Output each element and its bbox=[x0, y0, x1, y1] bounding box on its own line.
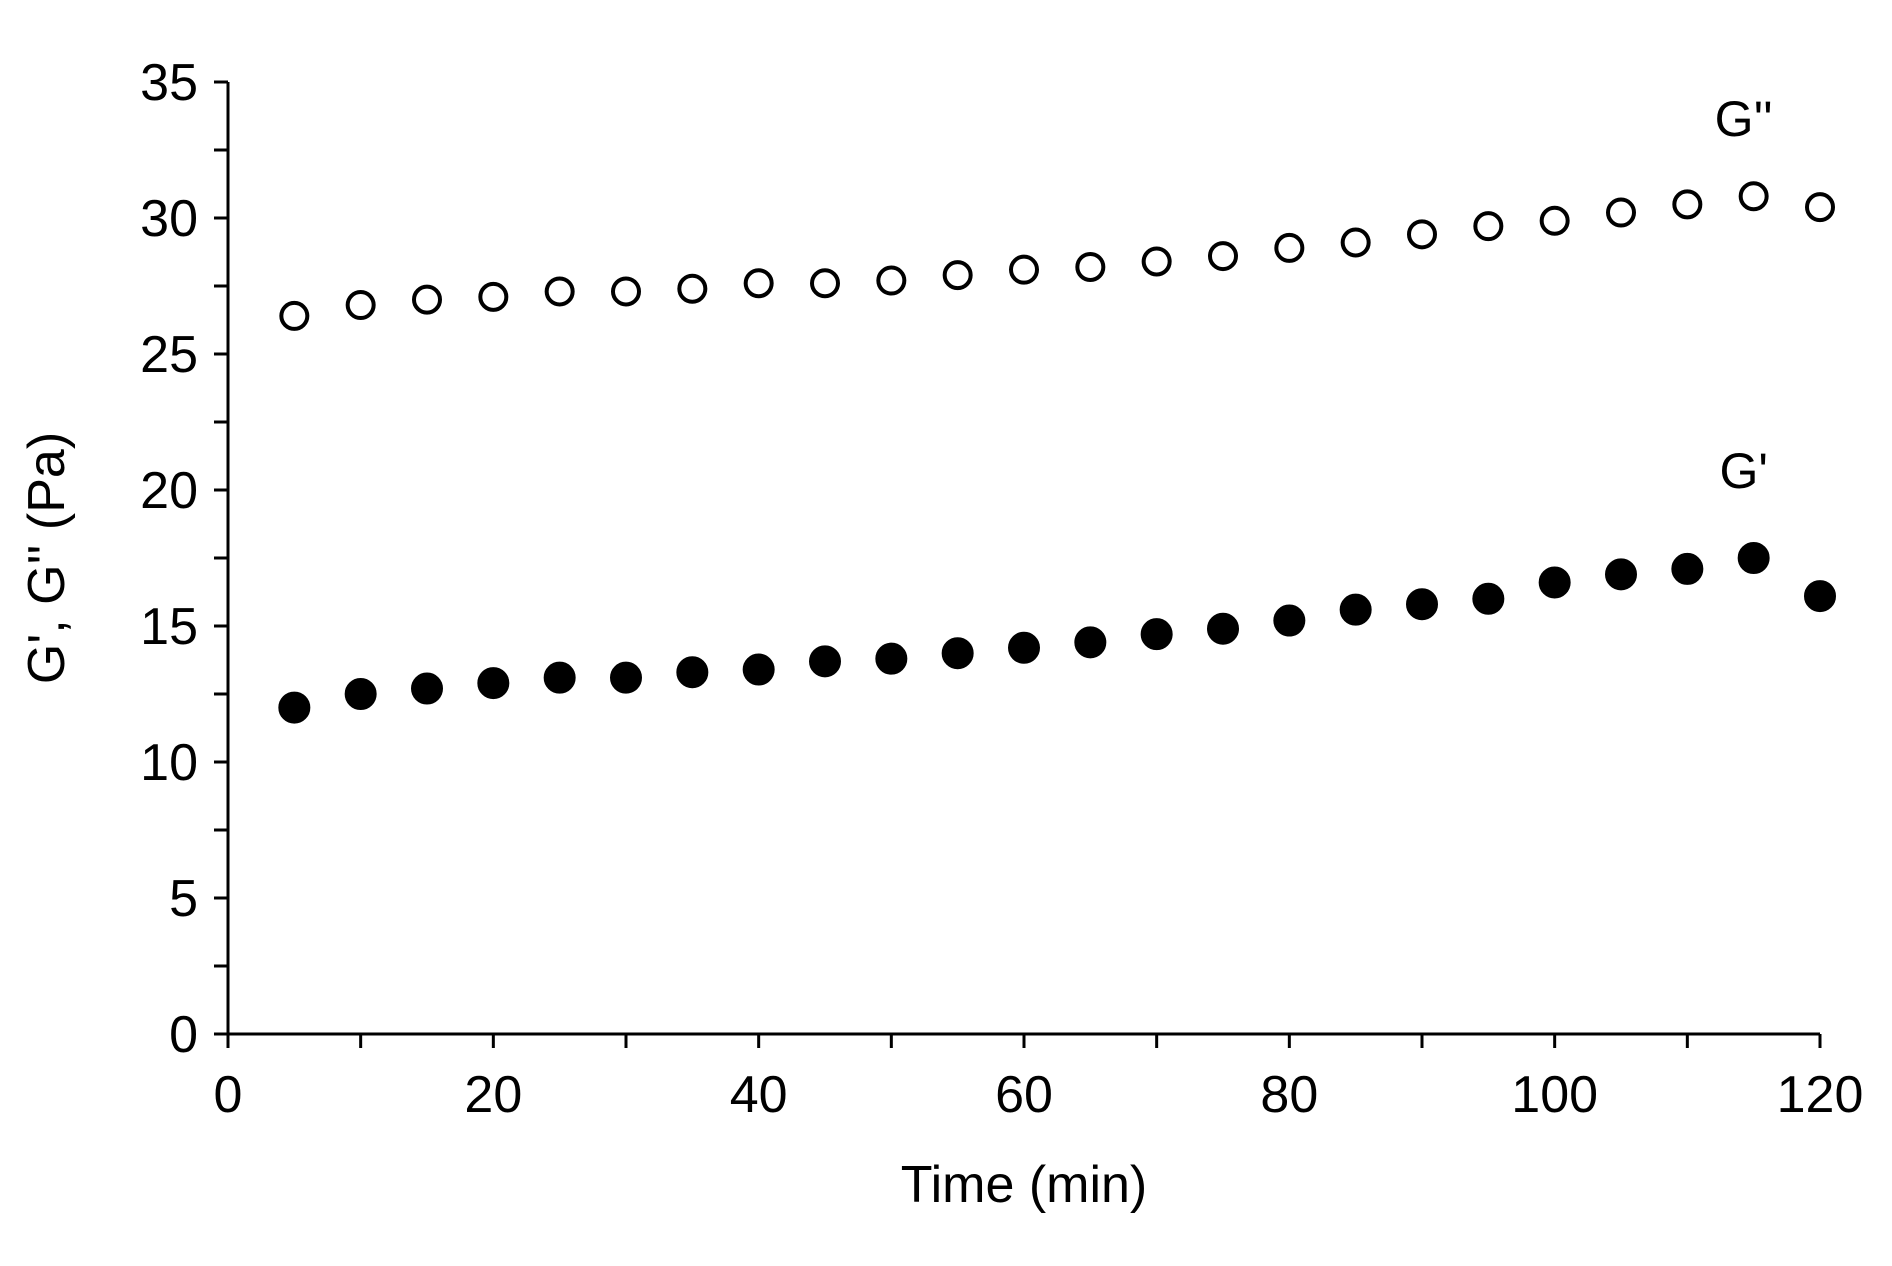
y-tick-label: 15 bbox=[140, 598, 198, 656]
data-point-g-prime bbox=[1737, 542, 1770, 574]
data-point-g-prime bbox=[1074, 626, 1107, 659]
y-tick-label: 10 bbox=[140, 734, 198, 792]
y-tick-label: 35 bbox=[140, 54, 198, 112]
axes bbox=[226, 82, 1820, 1036]
data-point-g-double-prime bbox=[1606, 197, 1636, 228]
data-point-g-prime bbox=[1671, 552, 1704, 585]
data-point-g-prime bbox=[1008, 631, 1040, 664]
x-tick-label: 40 bbox=[730, 1066, 788, 1124]
series-label-g-prime: G' bbox=[1719, 443, 1767, 499]
data-point-g-prime bbox=[411, 672, 443, 705]
data-point-g-prime bbox=[809, 645, 841, 678]
x-tick-label: 60 bbox=[995, 1066, 1053, 1124]
x-tick-label: 20 bbox=[464, 1066, 522, 1124]
data-point-g-prime bbox=[1339, 593, 1372, 626]
x-tick-label: 120 bbox=[1777, 1066, 1864, 1124]
data-point-g-double-prime bbox=[1141, 246, 1172, 277]
y-tick-label: 25 bbox=[140, 326, 198, 384]
data-point-g-prime bbox=[278, 691, 311, 724]
data-point-g-prime bbox=[1207, 612, 1239, 645]
data-point-g-double-prime bbox=[1075, 251, 1106, 282]
data-point-g-prime bbox=[1538, 566, 1571, 599]
ticks: 0 5 10 15 20 25 30 35 0 20 40 60 80 100 120 bbox=[140, 54, 1863, 1124]
data-point-g-double-prime bbox=[1274, 232, 1305, 263]
data-point-g-double-prime bbox=[1539, 205, 1570, 236]
data-point-g-prime bbox=[875, 642, 908, 675]
data-point-g-prime bbox=[610, 661, 642, 694]
data-point-g-prime bbox=[1273, 604, 1306, 637]
data-point-g-prime bbox=[1406, 588, 1438, 621]
data-point-g-prime bbox=[344, 678, 377, 710]
y-tick-label: 20 bbox=[140, 462, 198, 520]
y-tick-label: 30 bbox=[140, 190, 198, 248]
x-tick-label: 100 bbox=[1511, 1066, 1598, 1124]
data-point-g-double-prime bbox=[478, 281, 509, 312]
y-tick-label: 5 bbox=[169, 870, 198, 928]
data-point-g-double-prime bbox=[942, 260, 973, 291]
data-point-g-prime bbox=[1140, 618, 1173, 651]
x-axis-title: Time (min) bbox=[901, 1156, 1148, 1214]
data-point-g-double-prime bbox=[611, 276, 641, 307]
data-point-g-double-prime bbox=[1738, 181, 1769, 212]
data-point-g-double-prime bbox=[1208, 241, 1238, 272]
x-tick-label: 80 bbox=[1260, 1066, 1318, 1124]
data-point-g-double-prime bbox=[1009, 254, 1039, 285]
data-point-g-double-prime bbox=[345, 290, 376, 321]
y-tick-label: 0 bbox=[169, 1006, 198, 1064]
data-point-g-prime bbox=[1804, 580, 1836, 613]
data-point-g-double-prime bbox=[1340, 227, 1371, 258]
data-points bbox=[278, 181, 1836, 724]
data-point-g-double-prime bbox=[279, 300, 310, 331]
data-point-g-prime bbox=[941, 637, 974, 670]
data-point-g-double-prime bbox=[743, 268, 774, 299]
x-tick-label: 0 bbox=[214, 1066, 243, 1124]
data-point-g-double-prime bbox=[1672, 189, 1703, 220]
data-point-g-prime bbox=[477, 667, 510, 700]
data-point-g-prime bbox=[1472, 582, 1505, 615]
data-point-g-double-prime bbox=[677, 273, 708, 304]
data-point-g-prime bbox=[742, 653, 775, 686]
data-point-g-double-prime bbox=[412, 284, 442, 315]
data-point-g-double-prime bbox=[810, 268, 840, 299]
data-point-g-double-prime bbox=[1473, 211, 1504, 242]
y-axis-title: G', G'' (Pa) bbox=[18, 432, 76, 684]
data-point-g-double-prime bbox=[544, 276, 575, 307]
data-point-g-double-prime bbox=[1407, 219, 1437, 250]
data-point-g-prime bbox=[1605, 558, 1637, 591]
data-point-g-double-prime bbox=[1805, 192, 1835, 223]
data-point-g-prime bbox=[676, 656, 709, 689]
data-point-g-double-prime bbox=[876, 265, 907, 296]
series-label-g-double-prime: G'' bbox=[1715, 91, 1773, 147]
data-point-g-prime bbox=[543, 661, 576, 694]
